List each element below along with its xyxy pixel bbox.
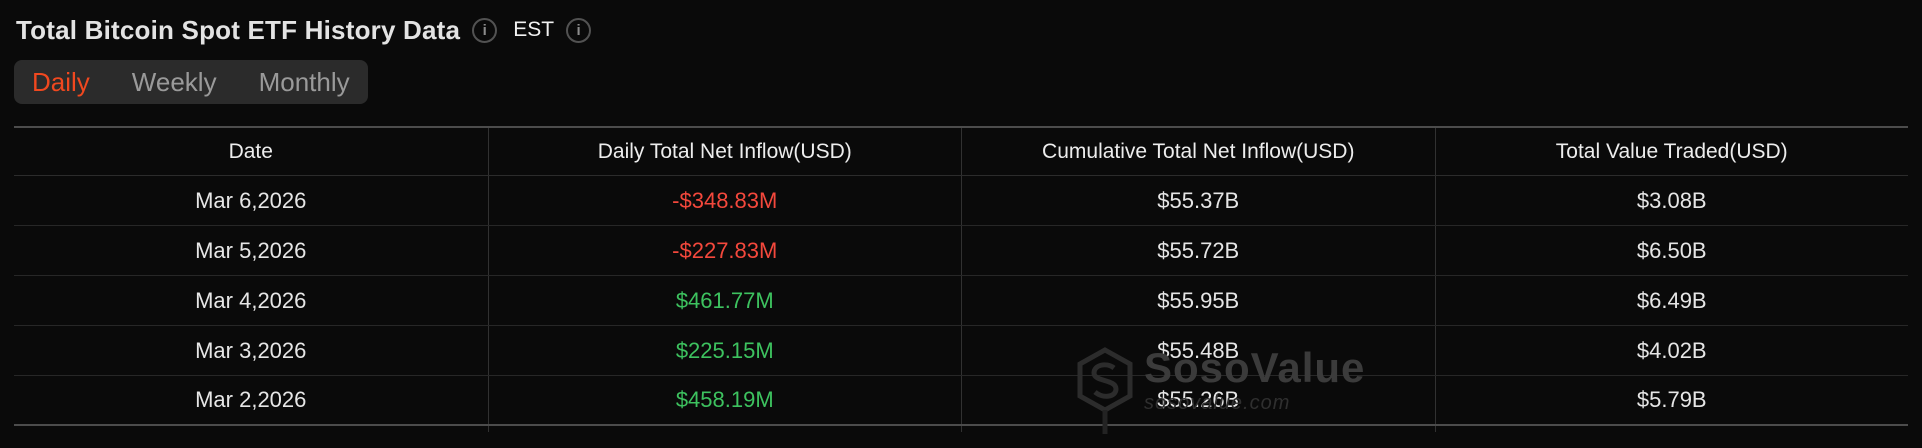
total-value-traded-cell: $4.02B bbox=[1434, 326, 1909, 375]
total-value-traded-cell: $3.08B bbox=[1434, 176, 1909, 225]
column-header-total-value-traded: Total Value Traded(USD) bbox=[1434, 128, 1909, 175]
total-value-traded-cell: $6.49B bbox=[1434, 276, 1909, 325]
daily-net-inflow-cell: $458.19M bbox=[487, 376, 962, 424]
date-cell: Mar 4,2026 bbox=[195, 287, 307, 313]
date-cell: Mar 3,2026 bbox=[195, 337, 307, 363]
cumulative-net-inflow-cell bbox=[961, 426, 1435, 432]
timezone-label: EST bbox=[513, 18, 555, 41]
total-value-traded-cell: $6.50B bbox=[1434, 226, 1909, 275]
table-row: Mar 6,2026 -$348.83M $55.37B $3.08B bbox=[14, 176, 1908, 226]
column-header-cumulative-net-inflow: Cumulative Total Net Inflow(USD) bbox=[961, 128, 1435, 175]
daily-net-inflow-cell: $225.15M bbox=[487, 326, 962, 375]
tab-daily[interactable]: Daily bbox=[32, 66, 90, 97]
total-value-traded-cell bbox=[1434, 426, 1909, 432]
page-title: Total Bitcoin Spot ETF History Data bbox=[16, 14, 461, 45]
date-cell bbox=[14, 426, 488, 432]
cumulative-net-inflow-cell: $55.26B bbox=[961, 376, 1435, 424]
timezone-info-icon[interactable]: i bbox=[566, 17, 592, 43]
date-cell: Mar 6,2026 bbox=[195, 187, 307, 213]
interval-tab-bar: Daily Weekly Monthly bbox=[14, 60, 368, 104]
daily-net-inflow-cell: -$227.83M bbox=[487, 226, 962, 275]
tab-weekly[interactable]: Weekly bbox=[131, 66, 217, 97]
table-row: Mar 4,2026 $461.77M $55.95B $6.49B bbox=[14, 276, 1908, 326]
daily-net-inflow-cell: -$348.83M bbox=[487, 176, 962, 225]
table-row: Mar 3,2026 $225.15M $55.48B $4.02B bbox=[14, 326, 1908, 376]
column-header-date: Date bbox=[228, 139, 273, 163]
daily-net-inflow-cell bbox=[487, 426, 962, 432]
date-cell: Mar 2,2026 bbox=[195, 387, 307, 412]
date-cell: Mar 5,2026 bbox=[195, 237, 307, 263]
table-header-row: Date Daily Total Net Inflow(USD) Cumulat… bbox=[14, 128, 1908, 176]
etf-history-table: Date Daily Total Net Inflow(USD) Cumulat… bbox=[14, 126, 1908, 432]
table-row: Mar 2,2026 $458.19M $55.26B $5.79B bbox=[14, 376, 1908, 426]
table-row: Mar 5,2026 -$227.83M $55.72B $6.50B bbox=[14, 226, 1908, 276]
daily-net-inflow-cell: $461.77M bbox=[487, 276, 962, 325]
header-bar: Total Bitcoin Spot ETF History Data i ES… bbox=[0, 0, 1922, 46]
cumulative-net-inflow-cell: $55.37B bbox=[961, 176, 1435, 225]
info-icon[interactable]: i bbox=[472, 17, 498, 43]
tab-monthly[interactable]: Monthly bbox=[258, 66, 350, 97]
cumulative-net-inflow-cell: $55.95B bbox=[961, 276, 1435, 325]
cumulative-net-inflow-cell: $55.72B bbox=[961, 226, 1435, 275]
table-row-partial bbox=[14, 426, 1908, 432]
column-header-daily-net-inflow: Daily Total Net Inflow(USD) bbox=[487, 128, 962, 175]
cumulative-net-inflow-cell: $55.48B bbox=[961, 326, 1435, 375]
total-value-traded-cell: $5.79B bbox=[1434, 376, 1909, 424]
